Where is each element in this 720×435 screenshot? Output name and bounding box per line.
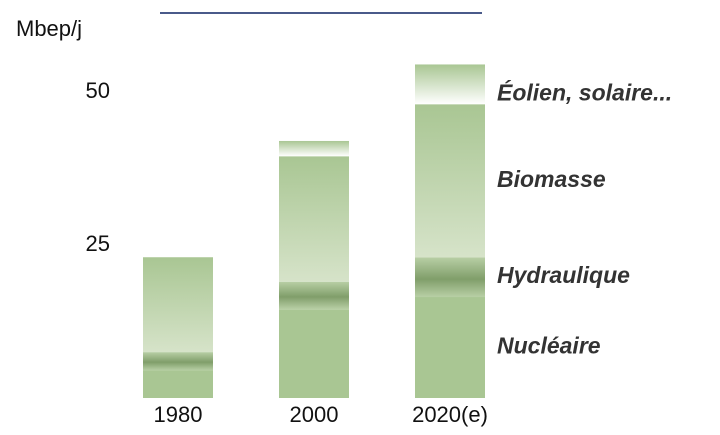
y-axis-label: Mbep/j bbox=[16, 16, 82, 41]
x-tick-label: 2000 bbox=[290, 402, 339, 427]
legend-label: Hydraulique bbox=[497, 262, 630, 288]
bar-segment bbox=[279, 281, 349, 310]
bar-segment bbox=[279, 140, 349, 157]
legend-label: Nucléaire bbox=[497, 333, 601, 359]
bar-segment bbox=[415, 257, 485, 298]
bar-segment bbox=[143, 370, 213, 398]
bar-segment bbox=[415, 297, 485, 398]
bar-segment bbox=[279, 309, 349, 398]
y-tick-label: 50 bbox=[86, 78, 110, 103]
bar-segment bbox=[415, 104, 485, 258]
x-tick-label: 2020(e) bbox=[412, 402, 488, 427]
bar-segment bbox=[279, 156, 349, 282]
y-tick-label: 25 bbox=[86, 231, 110, 256]
legend-label: Éolien, solaire... bbox=[497, 78, 672, 105]
bar-segment bbox=[415, 64, 485, 105]
bar-segment bbox=[143, 352, 213, 371]
x-tick-label: 1980 bbox=[154, 402, 203, 427]
bar-segment bbox=[143, 257, 213, 353]
legend-label: Biomasse bbox=[497, 166, 606, 192]
